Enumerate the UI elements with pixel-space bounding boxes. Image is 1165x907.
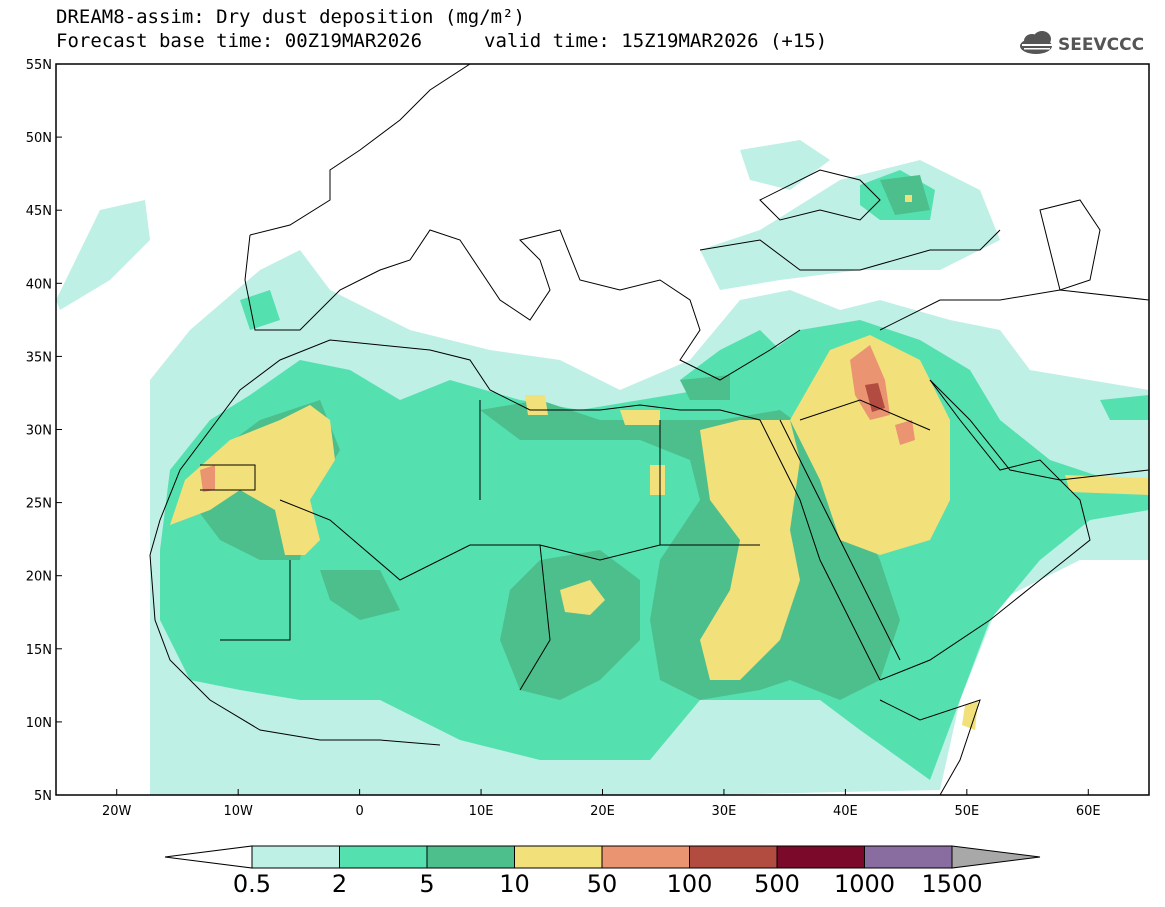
lat-tick-label: 45N [26, 204, 52, 219]
forecast-base-time: Forecast base time: 00Z19MAR2026 [56, 30, 423, 52]
lat-tick-label: 20N [26, 570, 52, 585]
colorbar-label: 10 [499, 870, 530, 898]
colorbar-label: 100 [667, 870, 713, 898]
colorbar-label: 2 [332, 870, 347, 898]
cloud-icon [1020, 31, 1052, 54]
lat-tick-label: 30N [26, 424, 52, 439]
lon-tick-label: 10E [469, 804, 494, 819]
lon-tick-label: 30E [712, 804, 737, 819]
lat-tick-label: 50N [26, 131, 52, 146]
lat-tick-label: 35N [26, 350, 52, 365]
colorbar-label: 1500 [921, 870, 982, 898]
colorbar-segment [864, 845, 953, 869]
colorbar-label: 50 [587, 870, 618, 898]
lon-tick-label: 60E [1076, 804, 1101, 819]
colorbar-segment [339, 845, 428, 869]
colorbar-segment [426, 845, 515, 869]
colorbar-over-triangle [951, 845, 1041, 869]
colorbar-segment [601, 845, 690, 869]
colorbar-segment [776, 845, 865, 869]
lat-tick-label: 10N [26, 716, 52, 731]
lat-tick-label: 15N [26, 643, 52, 658]
lon-tick-label: 10W [223, 804, 253, 819]
colorbar-segment [514, 845, 603, 869]
colorbar-label: 0.5 [233, 870, 271, 898]
colorbar-segment [251, 845, 340, 869]
lon-tick-label: 0 [355, 804, 363, 819]
lat-tick-label: 55N [26, 58, 52, 73]
seevccc-logo: SEEVCCC [1020, 31, 1144, 55]
lat-tick-label: 40N [26, 277, 52, 292]
colorbar: 0.5 2 5 10 50 100 500 1000 1500 [164, 845, 1041, 898]
colorbar-label: 500 [754, 870, 800, 898]
valid-time: valid time: 15Z19MAR2026 (+15) [484, 30, 828, 52]
longitude-axis: 20W 10W 0 10E 20E 30E 40E 50E 60E [102, 789, 1101, 819]
lon-tick-label: 20W [102, 804, 132, 819]
colorbar-label: 5 [419, 870, 434, 898]
colorbar-under-triangle [164, 845, 253, 869]
lat-tick-label: 25N [26, 497, 52, 512]
lat-tick-label: 5N [34, 789, 52, 804]
dust-field-level-6 [865, 383, 885, 412]
lon-tick-label: 40E [833, 804, 858, 819]
coastlines-and-borders [149, 64, 1149, 795]
colorbar-label: 1000 [834, 870, 895, 898]
latitude-axis: 55N 50N 45N 40N 35N 30N 25N 20N 15N 10N 5N [26, 58, 62, 804]
colorbar-segment [689, 845, 778, 869]
map-title: DREAM8-assim: Dry dust deposition (mg/m²… [56, 6, 525, 28]
logo-text: SEEVCCC [1058, 35, 1144, 55]
lon-tick-label: 50E [954, 804, 979, 819]
lon-tick-label: 20E [590, 804, 615, 819]
dust-field-level-4 [170, 195, 1149, 730]
